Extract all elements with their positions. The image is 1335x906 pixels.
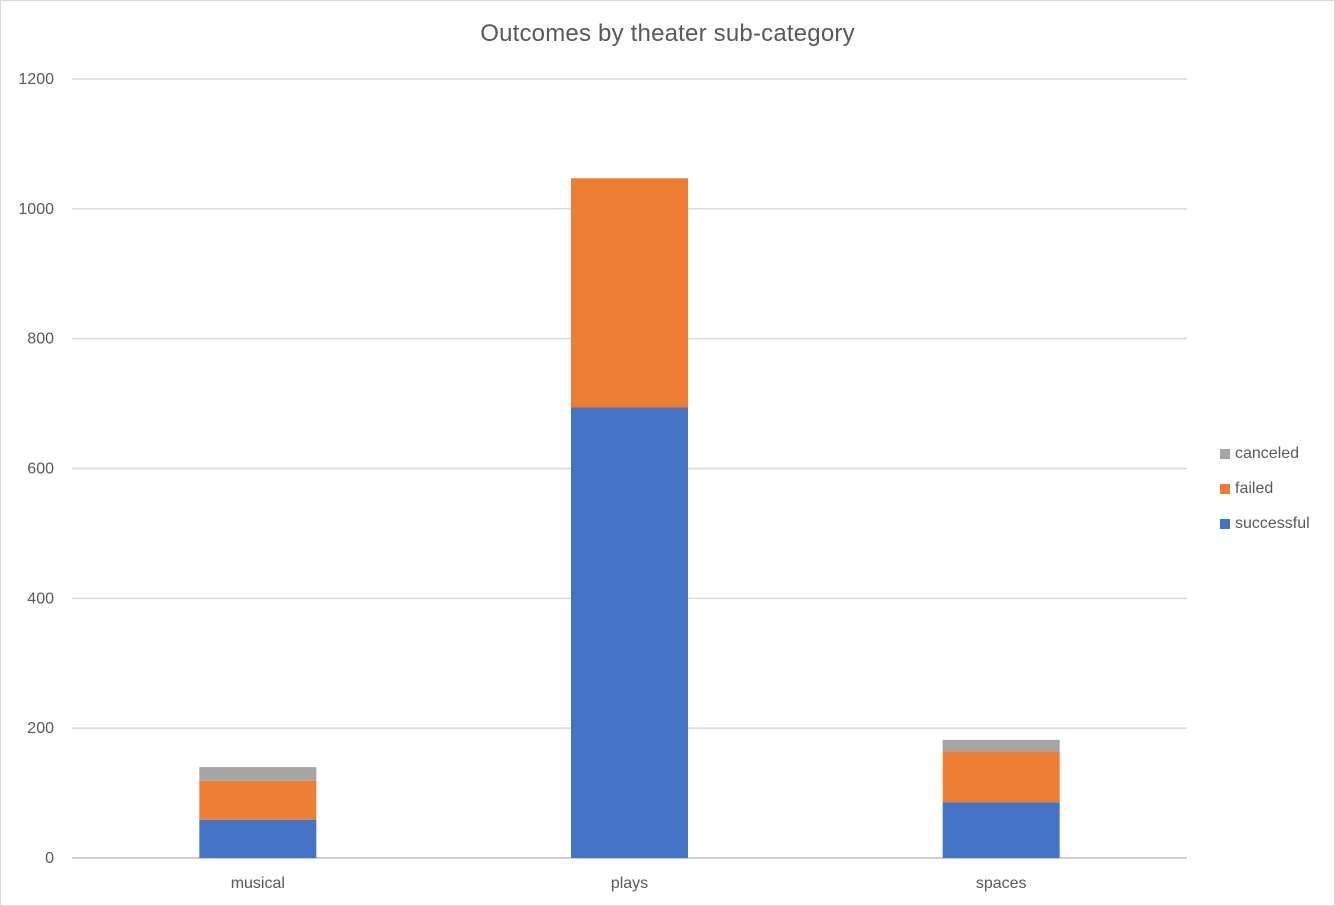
y-axis-tick-labels: 0 200 400 600 800 1000 1200 [18, 71, 54, 867]
legend-item-failed: failed [1220, 471, 1310, 506]
bar-musical-canceled [199, 767, 317, 781]
legend: canceled failed successful [1220, 436, 1310, 541]
legend-swatch-canceled [1220, 448, 1230, 459]
legend-label-successful: successful [1235, 514, 1310, 532]
bar-musical-failed [199, 780, 317, 820]
bar-musical-successful [199, 819, 317, 858]
y-tick-label: 400 [27, 590, 54, 607]
legend-swatch-successful [1220, 518, 1230, 529]
chart-title: Outcomes by theater sub-category [480, 20, 855, 47]
y-tick-label: 800 [27, 331, 54, 348]
bar-spaces-successful [942, 802, 1060, 858]
y-tick-label: 0 [45, 850, 54, 867]
legend-label-canceled: canceled [1235, 444, 1300, 462]
x-tick-label-musical: musical [231, 875, 285, 892]
x-tick-label-plays: plays [611, 875, 648, 892]
x-axis-tick-labels: musical plays spaces [231, 875, 1027, 892]
bar-plays-failed [571, 178, 688, 408]
legend-label-failed: failed [1235, 479, 1274, 497]
bars [199, 178, 1060, 858]
y-tick-label: 1200 [18, 71, 54, 88]
y-tick-label: 1000 [18, 201, 54, 218]
bar-spaces-failed [942, 751, 1060, 803]
legend-item-canceled: canceled [1220, 436, 1310, 471]
y-tick-label: 600 [27, 461, 54, 478]
legend-swatch-failed [1220, 483, 1230, 494]
bar-plays-successful [571, 407, 688, 858]
y-tick-label: 200 [27, 720, 54, 737]
bar-spaces-canceled [942, 739, 1060, 752]
x-tick-label-spaces: spaces [976, 875, 1027, 892]
legend-item-successful: successful [1220, 506, 1310, 541]
